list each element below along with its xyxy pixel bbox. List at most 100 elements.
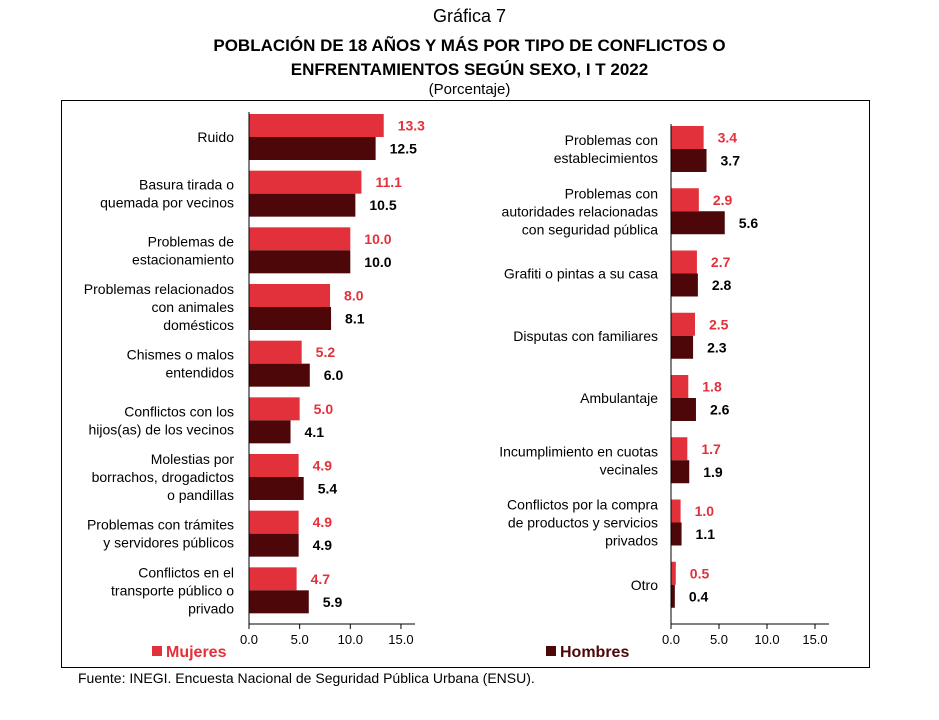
chart-unit: (Porcentaje) bbox=[428, 81, 511, 98]
category-label: Problemas relacionados bbox=[84, 281, 234, 297]
bar-hombres bbox=[249, 590, 309, 614]
bar-mujeres bbox=[249, 170, 362, 194]
x-tick-label: 15.0 bbox=[802, 632, 827, 647]
value-label-hombres: 6.0 bbox=[324, 367, 344, 383]
legend-label-hombres: Hombres bbox=[560, 644, 629, 661]
value-label-hombres: 10.0 bbox=[364, 254, 391, 270]
value-label-hombres: 4.9 bbox=[313, 537, 333, 553]
category-label: privado bbox=[188, 600, 234, 616]
value-label-mujeres: 1.8 bbox=[702, 379, 722, 395]
legend-swatch-hombres bbox=[546, 646, 556, 656]
x-tick-label: 0.0 bbox=[240, 632, 258, 647]
category-label: Conflictos en el bbox=[138, 564, 234, 580]
category-label: Otro bbox=[631, 577, 658, 593]
bar-mujeres bbox=[249, 284, 331, 307]
x-tick-label: 10.0 bbox=[754, 632, 779, 647]
bar-hombres bbox=[249, 363, 310, 387]
value-label-mujeres: 1.0 bbox=[695, 503, 715, 519]
value-label-hombres: 5.6 bbox=[739, 215, 759, 231]
bar-hombres bbox=[671, 522, 682, 546]
bar-hombres bbox=[249, 137, 376, 160]
bar-hombres bbox=[249, 420, 291, 444]
bar-hombres bbox=[671, 335, 694, 359]
bar-mujeres bbox=[249, 567, 297, 591]
chart-title-line-1: POBLACIÓN DE 18 AÑOS Y MÁS POR TIPO DE C… bbox=[213, 36, 726, 55]
bar-mujeres bbox=[249, 510, 299, 534]
bar-hombres bbox=[671, 211, 725, 235]
bar-mujeres bbox=[249, 397, 300, 421]
category-label: autoridades relacionadas bbox=[502, 203, 658, 219]
value-label-hombres: 8.1 bbox=[345, 311, 365, 327]
value-label-hombres: 2.3 bbox=[707, 339, 727, 355]
bar-mujeres bbox=[671, 437, 688, 461]
chart-kicker: Gráfica 7 bbox=[432, 6, 507, 26]
category-label: Chismes o malos bbox=[127, 347, 234, 363]
value-label-mujeres: 4.9 bbox=[313, 514, 333, 530]
chart-frame bbox=[61, 100, 870, 668]
value-label-mujeres: 3.4 bbox=[718, 130, 738, 146]
value-label-mujeres: 4.9 bbox=[313, 458, 333, 474]
bar-hombres bbox=[671, 398, 696, 421]
bar-hombres bbox=[249, 193, 356, 217]
source-note: Fuente: INEGI. Encuesta Nacional de Segu… bbox=[78, 670, 535, 686]
category-label: Basura tirada o bbox=[139, 177, 234, 193]
legend-swatch-mujeres bbox=[152, 646, 162, 656]
category-label: vecinales bbox=[600, 461, 658, 477]
category-label: Disputas con familiares bbox=[513, 328, 658, 344]
value-label-hombres: 0.4 bbox=[689, 588, 709, 604]
bar-hombres bbox=[671, 149, 707, 172]
bar-mujeres bbox=[671, 250, 697, 274]
bar-hombres bbox=[249, 250, 351, 274]
value-label-mujeres: 2.7 bbox=[711, 254, 731, 270]
value-label-mujeres: 10.0 bbox=[364, 231, 391, 247]
category-label: Incumplimiento en cuotas bbox=[499, 443, 658, 459]
value-label-hombres: 5.4 bbox=[318, 481, 338, 497]
category-label: Problemas con trámites bbox=[87, 517, 234, 533]
x-tick-label: 5.0 bbox=[710, 632, 728, 647]
category-label: Problemas de bbox=[148, 233, 235, 249]
category-label: establecimientos bbox=[554, 150, 658, 166]
category-label: Ruido bbox=[197, 129, 234, 145]
bar-hombres bbox=[671, 460, 690, 484]
category-label: Problemas con bbox=[565, 132, 658, 148]
value-label-mujeres: 2.9 bbox=[713, 192, 733, 208]
category-label: Problemas con bbox=[565, 185, 658, 201]
category-label: o pandillas bbox=[167, 487, 234, 503]
value-label-hombres: 10.5 bbox=[369, 197, 396, 213]
category-label: Conflictos por la compra bbox=[507, 497, 658, 513]
category-label: Conflictos con los bbox=[124, 403, 234, 419]
bar-mujeres bbox=[671, 312, 695, 336]
value-label-mujeres: 5.0 bbox=[314, 401, 334, 417]
category-label: y servidores públicos bbox=[103, 535, 234, 551]
bar-mujeres bbox=[671, 375, 689, 398]
x-tick-label: 5.0 bbox=[291, 632, 309, 647]
value-label-hombres: 4.1 bbox=[305, 424, 325, 440]
category-label: hijos(as) de los vecinos bbox=[88, 421, 234, 437]
category-label: entendidos bbox=[165, 365, 234, 381]
bar-hombres bbox=[249, 307, 332, 330]
category-label: con animales bbox=[152, 299, 235, 315]
bar-mujeres bbox=[671, 561, 676, 585]
bar-mujeres bbox=[671, 499, 681, 523]
value-label-mujeres: 11.1 bbox=[375, 174, 402, 190]
category-label: borrachos, drogadictos bbox=[92, 469, 234, 485]
value-label-hombres: 1.1 bbox=[696, 526, 716, 542]
bar-hombres bbox=[671, 273, 698, 297]
value-label-hombres: 5.9 bbox=[323, 594, 343, 610]
bar-mujeres bbox=[249, 227, 351, 251]
value-label-mujeres: 5.2 bbox=[316, 344, 336, 360]
bar-mujeres bbox=[671, 126, 704, 149]
value-label-hombres: 2.6 bbox=[710, 402, 730, 418]
value-label-mujeres: 8.0 bbox=[344, 288, 364, 304]
chart-title-line-2: ENFRENTAMIENTOS SEGÚN SEXO, I T 2022 bbox=[290, 60, 649, 79]
value-label-mujeres: 1.7 bbox=[701, 441, 721, 457]
bar-mujeres bbox=[249, 114, 384, 137]
value-label-mujeres: 2.5 bbox=[709, 316, 729, 332]
category-label: Grafiti o pintas a su casa bbox=[504, 266, 658, 282]
bar-mujeres bbox=[249, 340, 302, 364]
category-label: con seguridad pública bbox=[522, 221, 658, 237]
category-label: quemada por vecinos bbox=[100, 195, 234, 211]
value-label-hombres: 12.5 bbox=[390, 141, 417, 157]
bar-mujeres bbox=[671, 188, 699, 212]
